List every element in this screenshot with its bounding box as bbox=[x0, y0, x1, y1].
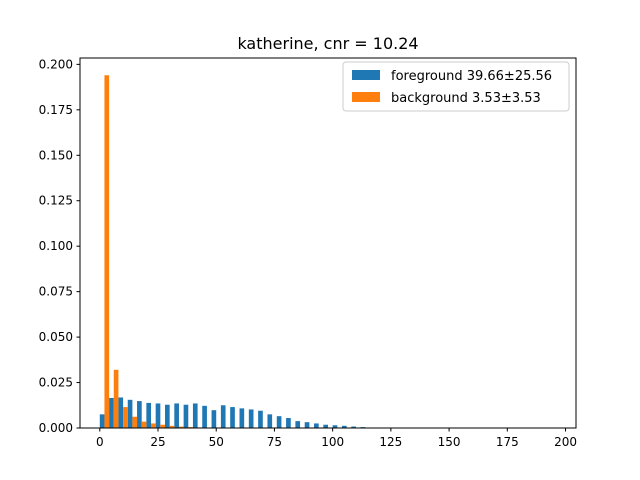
plot-frame bbox=[79, 57, 577, 429]
foreground-bar bbox=[341, 425, 347, 428]
foreground-bar bbox=[286, 418, 291, 428]
foreground-bar bbox=[267, 414, 273, 428]
background-bar bbox=[132, 416, 138, 428]
x-tick-label: 150 bbox=[438, 435, 461, 449]
x-tick-label: 0 bbox=[96, 435, 104, 449]
legend-box bbox=[342, 61, 570, 112]
foreground-bar bbox=[323, 424, 328, 428]
foreground-bar bbox=[276, 416, 282, 428]
background-bar bbox=[104, 75, 110, 428]
foreground-bar bbox=[183, 404, 189, 428]
y-tick-label: 0.050 bbox=[39, 330, 73, 344]
y-tick-label: 0.025 bbox=[39, 376, 73, 390]
legend-label-foreground: foreground 39.66±25.56 bbox=[391, 69, 552, 84]
y-axis: 0.000 0.025 0.050 0.075 0.100 0.125 0.150 0.175… bbox=[39, 57, 80, 435]
foreground-bar bbox=[304, 422, 310, 428]
foreground-bar bbox=[220, 405, 226, 428]
foreground-bar bbox=[202, 405, 207, 428]
x-axis: 0 25 50 75 100 125 150 175 200 bbox=[96, 428, 577, 449]
x-tick-label: 25 bbox=[150, 435, 165, 449]
y-tick-label: 0.200 bbox=[39, 57, 73, 71]
legend-swatch-background bbox=[352, 92, 380, 102]
foreground-bar bbox=[118, 397, 124, 428]
foreground-bar bbox=[192, 403, 198, 428]
x-tick-label: 200 bbox=[554, 435, 577, 449]
foreground-bar bbox=[239, 408, 245, 428]
legend-label-background: background 3.53±3.53 bbox=[391, 91, 541, 106]
legend-swatch-foreground bbox=[352, 70, 380, 80]
x-tick-label: 50 bbox=[209, 435, 224, 449]
background-bar bbox=[169, 425, 175, 428]
foreground-bar bbox=[137, 401, 142, 428]
background-bar bbox=[113, 369, 119, 428]
y-tick-label: 0.175 bbox=[39, 103, 73, 117]
y-tick-label: 0.000 bbox=[39, 421, 73, 435]
foreground-bar bbox=[146, 402, 152, 428]
x-tick-label: 100 bbox=[321, 435, 344, 449]
background-bar bbox=[178, 426, 184, 428]
foreground-bar bbox=[248, 409, 254, 428]
foreground-bar bbox=[332, 425, 338, 428]
foreground-bar bbox=[295, 421, 301, 428]
background-bar bbox=[141, 421, 147, 428]
foreground-bar bbox=[164, 404, 170, 428]
y-tick-label: 0.125 bbox=[39, 194, 73, 208]
foreground-bar bbox=[109, 398, 114, 428]
foreground-bar bbox=[155, 403, 161, 428]
y-tick-label: 0.150 bbox=[39, 148, 73, 162]
legend: foreground 39.66±25.56 background 3.53±3… bbox=[342, 61, 570, 112]
x-tick-label: 75 bbox=[267, 435, 282, 449]
foreground-bar bbox=[211, 410, 217, 428]
bars-layer bbox=[99, 75, 375, 428]
foreground-bar bbox=[127, 399, 133, 428]
foreground-bar bbox=[314, 423, 319, 428]
background-bar bbox=[160, 424, 165, 428]
foreground-bar bbox=[351, 426, 356, 428]
x-tick-label: 175 bbox=[496, 435, 519, 449]
foreground-bar bbox=[174, 403, 179, 428]
background-bar bbox=[151, 423, 156, 428]
y-tick-label: 0.100 bbox=[39, 239, 73, 253]
foreground-bar bbox=[99, 414, 105, 428]
foreground-bar bbox=[230, 407, 235, 428]
foreground-bar bbox=[258, 410, 263, 428]
background-bar bbox=[123, 407, 128, 428]
chart-title: katherine, cnr = 10.24 bbox=[237, 34, 418, 53]
x-tick-label: 125 bbox=[379, 435, 402, 449]
y-tick-label: 0.075 bbox=[39, 285, 73, 299]
